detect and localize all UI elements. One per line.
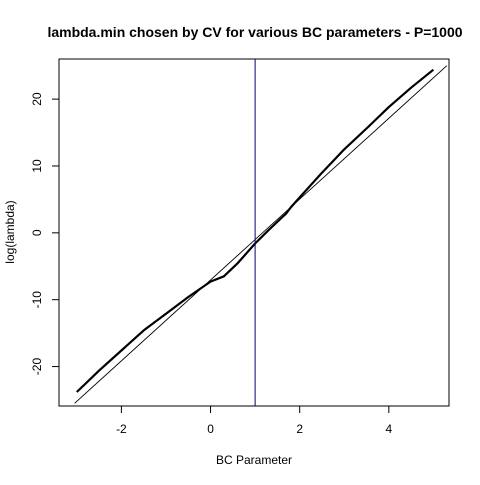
x-axis: -2 0 2 4 xyxy=(116,406,392,436)
y-axis: -20 -10 0 10 20 xyxy=(30,92,59,375)
y-axis-label: log(lambda) xyxy=(3,200,17,263)
x-tick-label: -2 xyxy=(116,422,127,436)
chart-title: lambda.min chosen by CV for various BC p… xyxy=(47,24,462,40)
x-tick-label: 2 xyxy=(296,422,303,436)
y-tick-label: 10 xyxy=(30,159,44,173)
plot-area xyxy=(74,59,448,406)
x-tick-label: 4 xyxy=(385,422,392,436)
x-tick-label: 0 xyxy=(207,422,214,436)
y-tick-label: 0 xyxy=(30,229,44,236)
cv-lambda-series-line xyxy=(76,68,435,393)
x-axis-label: BC Parameter xyxy=(216,453,292,467)
y-tick-label: -20 xyxy=(30,358,44,376)
reference-fit-line xyxy=(74,65,448,404)
y-tick-label: -10 xyxy=(30,291,44,309)
y-tick-label: 20 xyxy=(30,92,44,106)
